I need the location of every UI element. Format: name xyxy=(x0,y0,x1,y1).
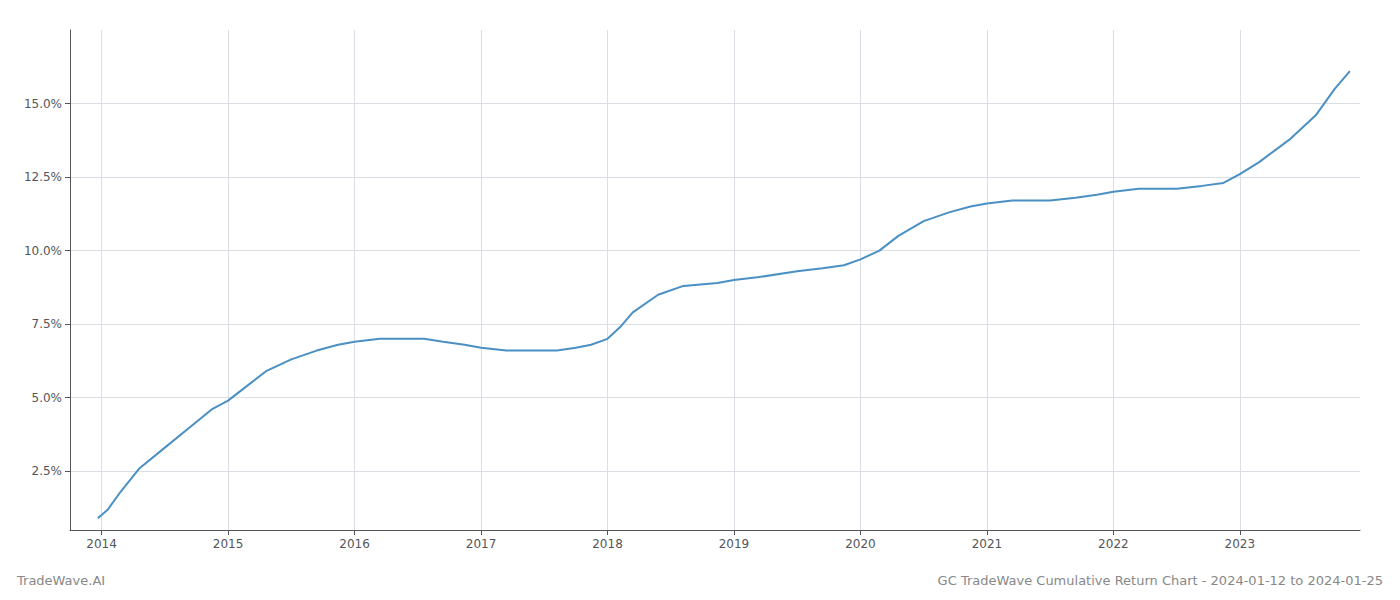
svg-text:GC TradeWave Cumulative Return: GC TradeWave Cumulative Return Chart - 2… xyxy=(938,573,1383,588)
svg-text:2016: 2016 xyxy=(339,537,370,551)
svg-text:2015: 2015 xyxy=(213,537,244,551)
svg-text:2019: 2019 xyxy=(719,537,750,551)
svg-text:2.5%: 2.5% xyxy=(32,464,63,478)
svg-text:2021: 2021 xyxy=(972,537,1003,551)
svg-text:2020: 2020 xyxy=(845,537,876,551)
svg-text:5.0%: 5.0% xyxy=(32,391,63,405)
svg-text:12.5%: 12.5% xyxy=(24,170,62,184)
svg-text:TradeWave.AI: TradeWave.AI xyxy=(16,573,105,588)
svg-text:2018: 2018 xyxy=(592,537,623,551)
svg-text:15.0%: 15.0% xyxy=(24,97,62,111)
svg-text:7.5%: 7.5% xyxy=(32,317,63,331)
svg-text:10.0%: 10.0% xyxy=(24,244,62,258)
svg-text:2023: 2023 xyxy=(1225,537,1256,551)
svg-text:2017: 2017 xyxy=(466,537,497,551)
svg-text:2022: 2022 xyxy=(1098,537,1129,551)
svg-text:2014: 2014 xyxy=(86,537,117,551)
